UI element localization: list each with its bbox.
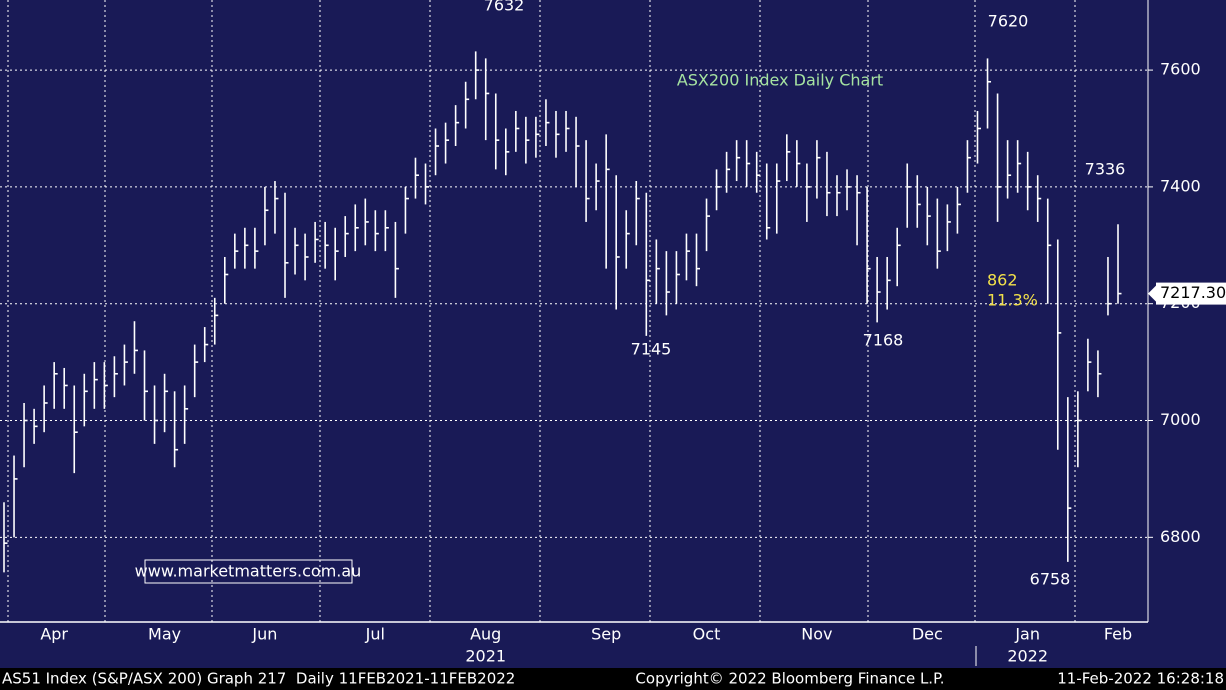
x-tick-label: Aug	[470, 625, 501, 644]
y-tick-label: 7400	[1160, 176, 1201, 195]
x-tick-label: Dec	[912, 625, 943, 644]
x-tick-label: Jan	[1014, 625, 1040, 644]
price-label: 7145	[631, 340, 672, 359]
y-tick-label: 6800	[1160, 527, 1201, 546]
year-label: 2021	[465, 647, 506, 666]
footer-right: 11-Feb-2022 16:28:18	[1057, 670, 1224, 688]
last-price-box	[1156, 282, 1226, 305]
x-tick-label: Nov	[801, 625, 832, 644]
price-label: 7632	[484, 0, 525, 15]
grid	[0, 0, 1148, 622]
x-tick-label: Sep	[591, 625, 621, 644]
x-tick-label: Feb	[1104, 625, 1132, 644]
website[interactable]: www.marketmatters.com.au	[135, 562, 362, 581]
footer-left: AS51 Index (S&P/ASX 200) Graph 217 Daily…	[2, 670, 515, 688]
x-tick-label: Jun	[251, 625, 277, 644]
chart-title: ASX200 Index Daily Chart	[677, 71, 883, 90]
y-tick-label: 7000	[1160, 410, 1201, 429]
x-tick-label: Oct	[693, 625, 721, 644]
last-price-pointer	[1148, 285, 1156, 302]
price-label: 7620	[988, 12, 1029, 31]
x-tick-label: May	[148, 625, 181, 644]
drop-percent: 11.3%	[987, 291, 1038, 310]
footer-center: Copyright© 2022 Bloomberg Finance L.P.	[635, 670, 944, 688]
price-label: 6758	[1030, 570, 1071, 589]
drop-points: 862	[987, 271, 1018, 290]
last-price-label: 7217.300	[1160, 283, 1226, 302]
x-tick-label: Apr	[40, 625, 68, 644]
price-label: 7168	[863, 331, 904, 350]
footer-bar	[0, 668, 1226, 690]
website-box	[144, 559, 353, 584]
y-tick-label: 7600	[1160, 60, 1201, 79]
price-label: 7336	[1085, 160, 1126, 179]
year-label: 2022	[1007, 647, 1048, 666]
x-tick-label: Jul	[365, 625, 385, 644]
